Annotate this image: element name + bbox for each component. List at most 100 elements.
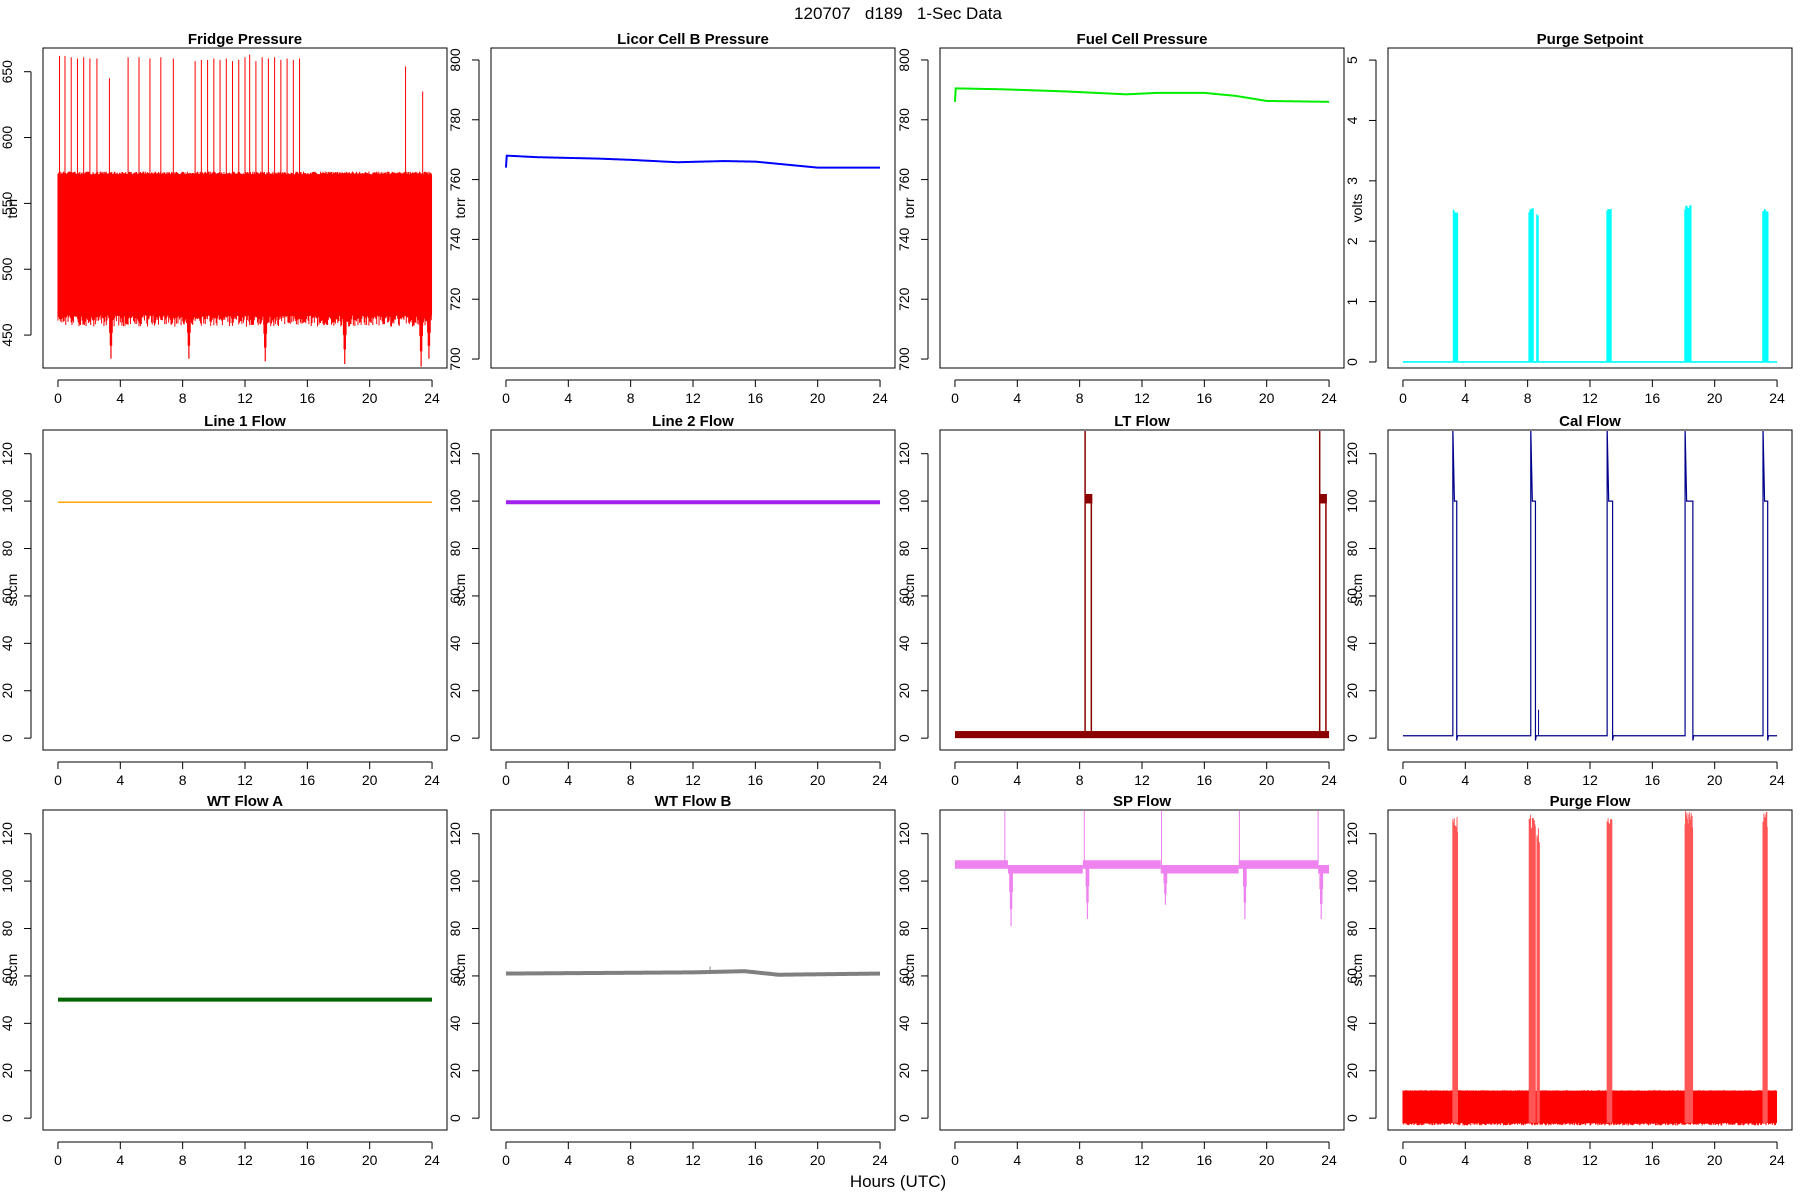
y-tick-label: 80 — [1344, 921, 1360, 937]
x-tick-label: 12 — [237, 1152, 253, 1168]
x-tick-label: 4 — [564, 1152, 572, 1168]
ylabel-line-2-flow: sccm — [452, 574, 468, 607]
y-tick-label: 20 — [1344, 1063, 1360, 1079]
y-tick-label: 40 — [896, 635, 912, 651]
y-tick-label: 60 — [447, 968, 463, 984]
y-tick-label: 120 — [447, 822, 463, 846]
x-tick-label: 12 — [1582, 390, 1598, 406]
x-tick-label: 4 — [1013, 772, 1021, 788]
y-tick-label: 0 — [0, 1114, 15, 1122]
x-tick-label: 0 — [54, 1152, 62, 1168]
series-event-plateau-lt-flow — [1319, 494, 1327, 504]
plot-frame-fridge-pressure — [42, 47, 448, 369]
panel-title-line-2-flow: Line 2 Flow — [652, 413, 734, 430]
series-licor-cell-b-pressure — [504, 154, 881, 169]
y-tick-label: 650 — [0, 60, 15, 84]
y-tick-label: 20 — [447, 1063, 463, 1079]
x-tick-label: 20 — [1707, 1152, 1723, 1168]
y-tick-label: 700 — [896, 347, 912, 371]
y-tick-label: 780 — [896, 108, 912, 132]
y-tick-label: 600 — [0, 126, 15, 150]
x-tick-label: 0 — [951, 1152, 959, 1168]
y-tick-label: 20 — [447, 683, 463, 699]
y-tick-label: 80 — [896, 541, 912, 557]
y-tick-label: 550 — [0, 191, 15, 215]
series-event-lt-flow — [1318, 431, 1327, 739]
x-tick-label: 4 — [564, 772, 572, 788]
x-tick-label: 8 — [627, 390, 635, 406]
series-segment-sp-flow — [1318, 864, 1330, 874]
series-event-lt-flow — [1084, 431, 1093, 739]
x-tick-label: 0 — [54, 772, 62, 788]
panel-sp-flow: SP Flow sccm 0 4 8 12 16 20 24 0 20 40 60 80 100 120 — [896, 793, 1345, 1168]
x-tick-label: 12 — [685, 1152, 701, 1168]
panel-wt-flow-b: WT Flow B sccm 0 4 8 12 16 20 24 0 20 40 60 80 100 120 — [447, 793, 896, 1168]
y-tick-label: 100 — [447, 869, 463, 893]
x-tick-label: 4 — [1013, 1152, 1021, 1168]
x-tick-label: 4 — [116, 1152, 124, 1168]
x-tick-label: 24 — [1769, 772, 1785, 788]
x-tick-label: 0 — [1399, 772, 1407, 788]
y-tick-label: 740 — [447, 228, 463, 252]
y-tick-label: 60 — [447, 588, 463, 604]
series-spikes-down-sp-flow — [1009, 864, 1324, 927]
figure-xlabel: Hours (UTC) — [850, 1172, 946, 1191]
x-tick-label: 24 — [424, 390, 440, 406]
panel-line-1-flow: Line 1 Flow sccm 0 4 8 12 16 20 24 0 20 40 60 80 100 12… — [0, 413, 448, 788]
x-tick-label: 8 — [1076, 390, 1084, 406]
y-tick-label: 60 — [896, 588, 912, 604]
series-fuel-cell-pressure — [953, 87, 1330, 103]
x-tick-label: 16 — [1197, 772, 1213, 788]
series-event-plateau-lt-flow — [1085, 494, 1093, 504]
y-tick-label: 0 — [447, 734, 463, 742]
plot-frame-purge-setpoint — [1387, 47, 1793, 369]
series-segment-sp-flow — [1160, 864, 1239, 874]
y-tick-label: 100 — [1344, 869, 1360, 893]
ylabel-fridge-pressure: torr — [4, 197, 20, 218]
y-tick-label: 60 — [0, 968, 15, 984]
y-tick-label: 700 — [447, 347, 463, 371]
y-tick-label: 20 — [0, 683, 15, 699]
x-tick-label: 0 — [54, 390, 62, 406]
x-tick-label: 20 — [1259, 390, 1275, 406]
y-tick-label: 120 — [1344, 442, 1360, 466]
x-tick-label: 12 — [1134, 390, 1150, 406]
x-tick-label: 8 — [179, 772, 187, 788]
y-tick-label: 40 — [0, 635, 15, 651]
panel-title-line-1-flow: Line 1 Flow — [204, 413, 286, 430]
y-tick-label: 120 — [447, 442, 463, 466]
y-tick-label: 100 — [896, 489, 912, 513]
ylabel-cal-flow: sccm — [1349, 574, 1365, 607]
y-tick-label: 60 — [1344, 588, 1360, 604]
x-tick-label: 12 — [237, 772, 253, 788]
y-tick-label: 720 — [896, 287, 912, 311]
plot-frame-lt-flow — [939, 429, 1345, 751]
x-tick-label: 8 — [179, 1152, 187, 1168]
x-tick-label: 12 — [685, 772, 701, 788]
x-tick-label: 8 — [1524, 772, 1532, 788]
x-tick-label: 12 — [685, 390, 701, 406]
panel-fridge-pressure: Fridge Pressure torr 0 4 8 12 16 20 24 450 500 550 6… — [0, 31, 448, 406]
x-tick-label: 20 — [1259, 772, 1275, 788]
x-tick-label: 8 — [1076, 1152, 1084, 1168]
x-tick-label: 16 — [1197, 390, 1213, 406]
x-tick-label: 12 — [1582, 772, 1598, 788]
plot-frame-wt-flow-a — [42, 809, 448, 1131]
y-tick-label: 80 — [0, 921, 15, 937]
x-tick-label: 24 — [1321, 772, 1337, 788]
y-tick-label: 450 — [0, 323, 15, 347]
x-tick-label: 0 — [1399, 390, 1407, 406]
panel-title-lt-flow: LT Flow — [1114, 413, 1170, 430]
y-tick-label: 500 — [0, 257, 15, 281]
panel-title-sp-flow: SP Flow — [1113, 793, 1171, 810]
y-tick-label: 100 — [896, 869, 912, 893]
y-tick-label: 800 — [896, 48, 912, 72]
y-tick-label: 800 — [447, 48, 463, 72]
x-tick-label: 16 — [748, 390, 764, 406]
series-line-cal-flow — [1402, 431, 1778, 741]
y-tick-label: 40 — [447, 635, 463, 651]
ylabel-wt-flow-b: sccm — [452, 954, 468, 987]
